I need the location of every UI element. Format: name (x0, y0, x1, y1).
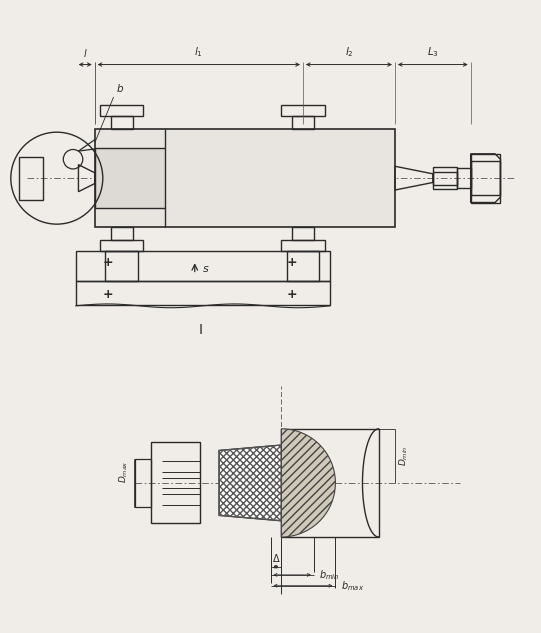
Bar (281, 105, 325, 116)
Text: l: l (84, 49, 87, 59)
Text: $l_2$: $l_2$ (345, 46, 353, 59)
Text: $b_{max}$: $b_{max}$ (341, 579, 364, 592)
Text: $b_{min}$: $b_{min}$ (319, 568, 340, 582)
Text: $D_{max}$: $D_{max}$ (117, 461, 130, 484)
Text: $\Delta$: $\Delta$ (272, 552, 280, 564)
Text: +: + (287, 256, 298, 268)
Bar (111, 227, 133, 241)
Text: $l_1$: $l_1$ (194, 46, 203, 59)
Bar (100, 241, 143, 251)
Polygon shape (281, 429, 335, 537)
Text: I: I (198, 323, 202, 337)
Bar (433, 172, 457, 185)
Bar (135, 458, 151, 507)
Text: b: b (116, 84, 123, 94)
Bar (105, 251, 138, 281)
Bar (292, 116, 314, 130)
Bar (76, 281, 330, 305)
Bar (76, 251, 330, 281)
Bar (19, 156, 43, 200)
Text: +: + (103, 288, 114, 301)
Bar (471, 154, 500, 203)
Bar (287, 251, 319, 281)
Bar (471, 161, 500, 196)
Bar (111, 116, 133, 130)
Text: s: s (203, 264, 209, 274)
Bar (100, 105, 143, 116)
Bar (292, 227, 314, 241)
Text: $L_3$: $L_3$ (427, 46, 439, 59)
Bar (457, 168, 471, 188)
Polygon shape (219, 445, 281, 521)
Text: +: + (287, 288, 298, 301)
Bar (151, 442, 200, 523)
Bar (433, 167, 457, 189)
Text: z: z (266, 470, 270, 479)
Bar (95, 148, 165, 208)
Text: +: + (103, 256, 114, 268)
Bar (95, 130, 395, 227)
Bar (281, 429, 379, 537)
Bar (281, 241, 325, 251)
Text: $D_{min}$: $D_{min}$ (398, 446, 410, 466)
